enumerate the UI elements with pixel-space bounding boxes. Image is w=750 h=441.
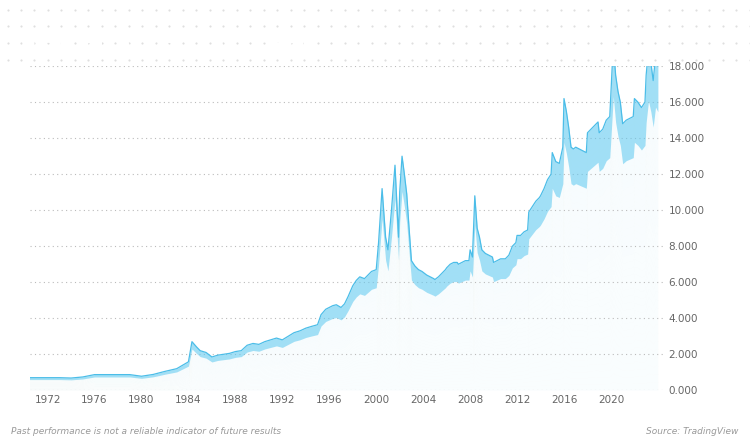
Text: Past performance is not a reliable indicator of future results: Past performance is not a reliable indic…: [11, 427, 281, 436]
Text: HISTORICAL USD/ZAR CHART: HISTORICAL USD/ZAR CHART: [20, 34, 311, 52]
Text: Source: TradingView: Source: TradingView: [646, 427, 739, 436]
